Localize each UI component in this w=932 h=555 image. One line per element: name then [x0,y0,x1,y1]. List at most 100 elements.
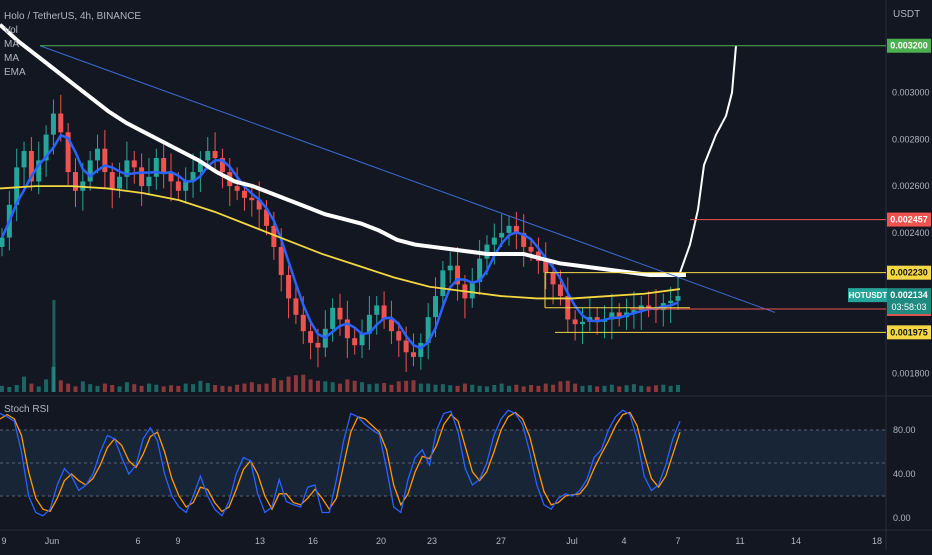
candle-body [433,296,439,318]
indicator-ema-label[interactable]: EMA [4,67,26,78]
price-level-label-bg [887,212,931,227]
candle-body [337,307,343,320]
volume-bar [558,381,563,392]
candle-body [543,260,549,273]
price-level-label-bg [887,265,931,280]
price-tick-label: 0.002400 [892,228,930,238]
candle-body [0,237,5,247]
time-tick-label: 14 [791,536,801,546]
candle-body [102,148,108,173]
candle-body [528,246,534,252]
candle-body [359,333,365,346]
volume-bar [455,385,460,392]
candle-body [381,305,387,320]
volume-bar [499,383,504,392]
price-tick-label: 0.003000 [892,88,930,98]
volume-bar [374,383,379,392]
candle-body [241,190,247,198]
symbol-title[interactable]: Holo / TetherUS, 4h, BINANCE [4,11,142,22]
candle-body [278,246,284,276]
projection-line [679,45,737,274]
candle-body [190,172,196,182]
candle-body [36,160,42,182]
candle-body [668,300,674,304]
price-level-label-bg [887,325,931,340]
volume-bar [183,383,188,392]
volume-bar [484,386,489,392]
candle-body [403,340,409,353]
price-tick-label: 0.002800 [892,134,930,144]
candle-body [344,319,350,339]
volume-bar [139,385,144,392]
volume-bar [293,375,298,392]
candle-body [212,151,218,159]
volume-bar [492,385,497,392]
volume-bar [80,381,85,392]
candle-body [506,225,512,233]
candle-body [205,151,211,161]
volume-bar [154,384,159,392]
time-tick-label: 27 [496,536,506,546]
candle-body [117,176,123,189]
time-tick-label: 11 [735,536,744,546]
indicator-ma1-label[interactable]: MA [4,39,19,50]
time-tick-label: 7 [675,536,680,546]
volume-bar [132,384,137,392]
indicator-ma2-label[interactable]: MA [4,53,19,64]
candle-body [410,352,416,357]
price-level-label: 0.001975 [890,327,928,337]
volume-bar [14,385,19,392]
indicator-vol-label[interactable]: Vol [4,25,18,36]
candle-body [183,181,189,191]
candle-body [197,160,203,173]
time-tick-label: Jun [45,536,60,546]
volume-bar [609,384,614,392]
volume-bar [235,384,240,392]
volume-bar [52,300,56,392]
volume-bar [286,376,291,392]
candle-body [139,167,145,187]
candle-body [594,317,600,322]
candle-body [440,270,446,297]
volume-bar [161,386,166,392]
candle-body [469,282,475,299]
stoch-k-line [0,409,681,517]
volume-bar [668,385,673,392]
volume-bar [389,384,394,392]
time-tick-label: 13 [255,536,265,546]
stoch-d-line [0,411,681,513]
candle-body [256,200,262,210]
volume-bar [602,385,607,392]
candle-body [609,312,615,320]
candle-body [21,151,27,168]
ma-200-line [0,185,681,300]
volume-bar [315,380,320,392]
candle-body [579,321,585,325]
candle-body [396,331,402,341]
volume-bar [573,383,578,392]
candle-body [550,272,556,285]
volume-bar [95,385,100,392]
volume-bar [653,385,658,392]
candle-body [219,158,225,173]
volume-bar [587,385,592,392]
volume-bar [352,380,357,392]
candle-body [513,225,519,233]
stoch-tick-label: 80.00 [893,425,916,435]
stoch-rsi-label[interactable]: Stoch RSI [4,404,50,415]
time-tick-label: 4 [621,536,626,546]
volume-bar [22,376,27,392]
candle-body [168,172,174,182]
candle-body [264,209,270,226]
ma-fast-line [0,133,679,350]
volume-bar [462,383,467,392]
candle-body [447,265,453,271]
price-tick-label: 0.001800 [892,368,930,378]
volume-bar [396,381,401,392]
candle-body [65,132,71,173]
stoch-tick-label: 40.00 [893,469,916,479]
candle-body [95,148,101,161]
candle-body [491,237,497,245]
